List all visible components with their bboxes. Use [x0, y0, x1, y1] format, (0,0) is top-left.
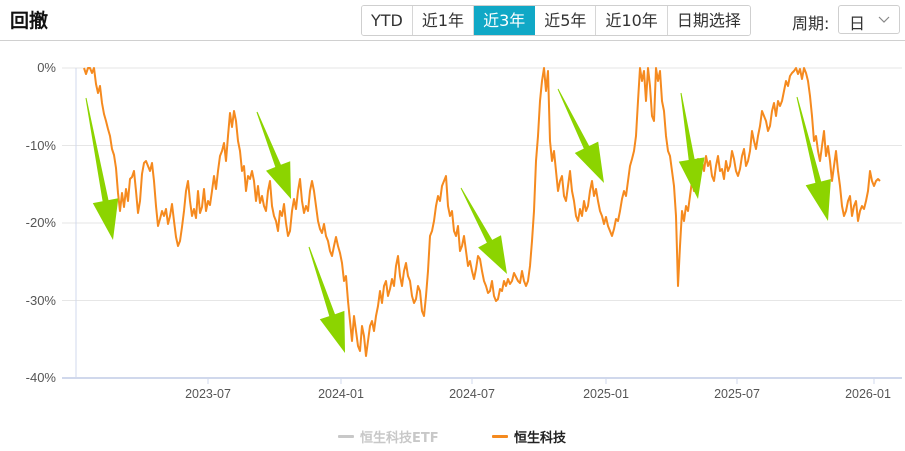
- annotation-arrow-icon: [557, 88, 604, 183]
- page-title: 回撤: [10, 10, 49, 32]
- period-value: 日: [849, 14, 866, 33]
- y-tick-label: -20%: [25, 215, 56, 230]
- drawdown-chart: 0% -10% -20% -30% -40% 2023-07 2024-01 2…: [0, 41, 905, 451]
- period-label: 周期:: [792, 14, 830, 33]
- chevron-down-icon: [878, 16, 890, 23]
- legend-label: 恒生科技ETF: [360, 431, 439, 446]
- legend-swatch-icon: [492, 435, 508, 438]
- series-line-hstech: [83, 67, 881, 357]
- x-tick-label: 2024-01: [318, 387, 364, 401]
- range-button-1y[interactable]: 近1年: [412, 6, 475, 35]
- range-button-10y[interactable]: 近10年: [596, 6, 668, 35]
- legend-swatch-icon: [338, 435, 354, 438]
- annotation-arrow-icon: [678, 92, 705, 199]
- range-selector: YTD 近1年 近3年 近5年 近10年 日期选择: [361, 5, 751, 36]
- annotation-arrow-icon: [796, 96, 831, 221]
- period-select[interactable]: 日: [838, 5, 900, 34]
- annotation-arrow-icon: [256, 111, 291, 199]
- range-button-3y[interactable]: 近3年: [474, 6, 536, 35]
- x-tick-label: 2024-07: [449, 387, 495, 401]
- annotation-arrows: [85, 88, 831, 353]
- annotation-arrow-icon: [85, 97, 119, 241]
- annotation-arrow-icon: [308, 246, 345, 353]
- x-tick-label: 2026-01: [845, 387, 891, 401]
- y-tick-label: -40%: [25, 370, 56, 385]
- date-picker-button[interactable]: 日期选择: [667, 6, 750, 35]
- axes: [75, 68, 875, 384]
- annotation-arrow-icon: [460, 187, 507, 274]
- grid-lines: [62, 67, 902, 379]
- header: 回撤 YTD 近1年 近3年 近5年 近10年 日期选择 周期: 日: [0, 0, 905, 41]
- legend-item-etf[interactable]: 恒生科技ETF: [338, 427, 439, 446]
- x-tick-label: 2023-07: [185, 387, 231, 401]
- x-tick-label: 2025-01: [583, 387, 629, 401]
- x-tick-label: 2025-07: [714, 387, 760, 401]
- y-tick-label: -30%: [25, 293, 56, 308]
- plot-area[interactable]: [0, 41, 905, 401]
- y-tick-label: -10%: [25, 138, 56, 153]
- range-button-5y[interactable]: 近5年: [535, 6, 597, 35]
- legend: 恒生科技ETF 恒生科技: [0, 427, 905, 447]
- range-button-ytd[interactable]: YTD: [362, 6, 413, 35]
- legend-label: 恒生科技: [514, 431, 567, 446]
- legend-item-hstech[interactable]: 恒生科技: [492, 427, 566, 446]
- y-tick-label: 0%: [37, 60, 56, 75]
